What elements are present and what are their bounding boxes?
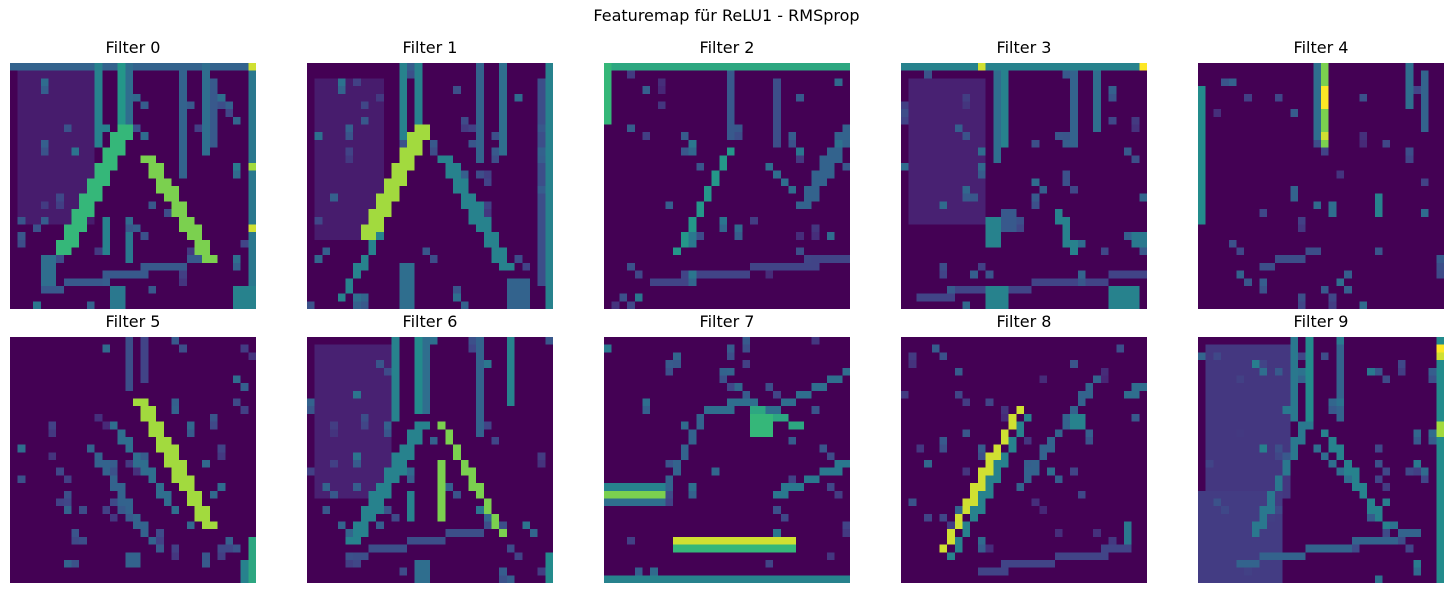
panel-title-filter-8: Filter 8 bbox=[996, 312, 1052, 331]
panel-title-filter-0: Filter 0 bbox=[105, 38, 161, 57]
feature-map-filter-2 bbox=[604, 63, 850, 309]
panel-title-filter-9: Filter 9 bbox=[1293, 312, 1349, 331]
panel-title-filter-6: Filter 6 bbox=[402, 312, 458, 331]
feature-map-filter-1 bbox=[307, 63, 553, 309]
feature-map-filter-0 bbox=[10, 63, 256, 309]
panel-title-filter-5: Filter 5 bbox=[105, 312, 161, 331]
figure-title: Featuremap für ReLU1 - RMSprop bbox=[593, 6, 860, 25]
panel-title-filter-2: Filter 2 bbox=[699, 38, 755, 57]
feature-map-filter-5 bbox=[10, 337, 256, 583]
feature-map-filter-9 bbox=[1198, 337, 1444, 583]
panel-title-filter-7: Filter 7 bbox=[699, 312, 755, 331]
panel-title-filter-3: Filter 3 bbox=[996, 38, 1052, 57]
feature-map-filter-8 bbox=[901, 337, 1147, 583]
feature-map-filter-7 bbox=[604, 337, 850, 583]
panel-title-filter-4: Filter 4 bbox=[1293, 38, 1349, 57]
feature-map-filter-4 bbox=[1198, 63, 1444, 309]
feature-map-filter-3 bbox=[901, 63, 1147, 309]
feature-map-filter-6 bbox=[307, 337, 553, 583]
panel-title-filter-1: Filter 1 bbox=[402, 38, 458, 57]
